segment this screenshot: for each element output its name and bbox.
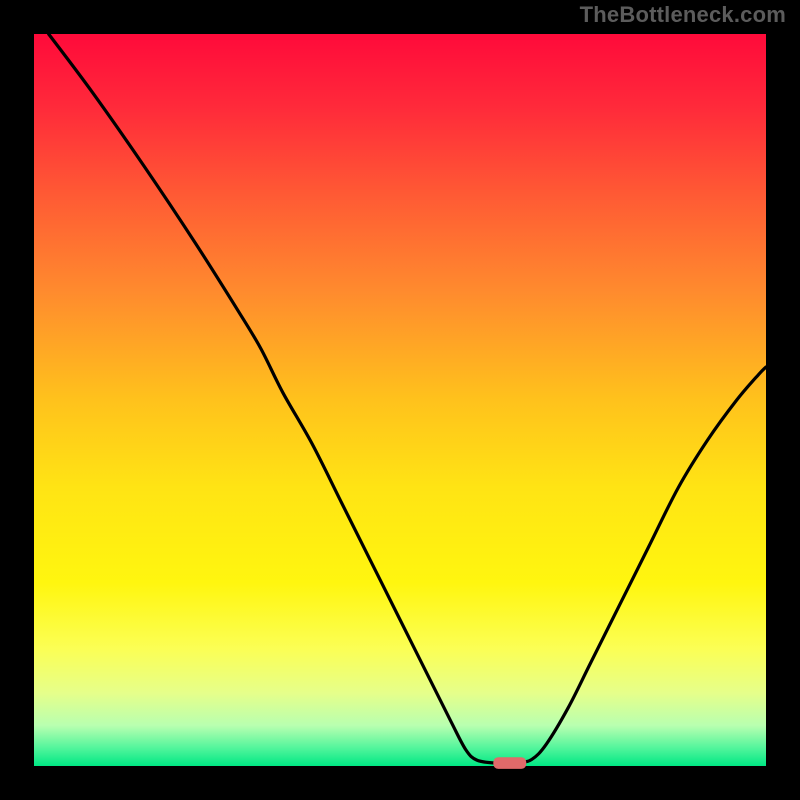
bottleneck-chart (0, 0, 800, 800)
gradient-background (34, 34, 766, 766)
chart-frame: { "watermark": { "text": "TheBottleneck.… (0, 0, 800, 800)
optimal-marker (493, 757, 526, 769)
watermark-text: TheBottleneck.com (580, 2, 786, 28)
